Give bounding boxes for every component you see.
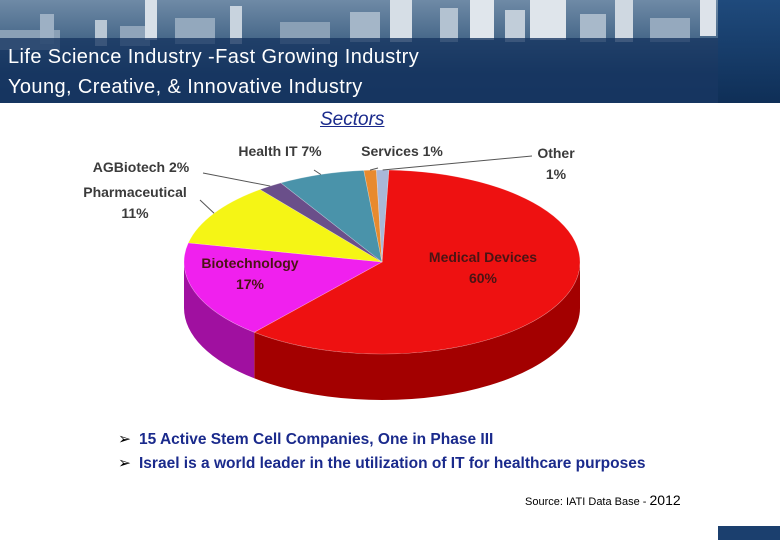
footer-bar	[718, 526, 780, 540]
chart-title: Sectors	[320, 109, 385, 130]
slide-title-line-1: Life Science Industry -Fast Growing Indu…	[8, 46, 420, 68]
pie-slice-medical-devices	[253, 169, 581, 355]
leader-line-pharmaceutical	[199, 199, 215, 214]
slice-label-agbiotech: AGBiotech 2%	[93, 159, 190, 175]
arrow-bullet-icon: ➢	[118, 455, 131, 472]
pie-slice-services	[363, 169, 383, 263]
corner-decoration	[718, 0, 780, 103]
slice-percent-medical-devices: 60%	[469, 270, 498, 286]
source-note: Source: IATI Data Base - 2012	[525, 492, 681, 508]
slice-label-pharmaceutical: Pharmaceutical	[83, 184, 187, 200]
bullet-item: ➢ Israel is a world leader in the utiliza…	[118, 452, 645, 476]
slice-percent-other: 1%	[546, 166, 567, 182]
header-banner: Life Science Industry -Fast Growing Indu…	[0, 0, 780, 103]
slice-label-biotechnology: Biotechnology	[201, 255, 298, 271]
bullet-list: ➢ 15 Active Stem Cell Companies, One in P…	[118, 428, 645, 476]
pie-slice-other	[376, 169, 390, 263]
source-text: Source: IATI Data Base -	[525, 496, 650, 508]
title-strip	[0, 38, 780, 103]
pie-slice-side-biotechnology	[184, 262, 255, 379]
slice-percent-pharmaceutical: 11%	[121, 205, 149, 221]
slice-label-medical-devices: Medical Devices	[429, 249, 537, 265]
slice-label-services: Services 1%	[361, 143, 443, 159]
bullet-text: 15 Active Stem Cell Companies, One in Ph…	[139, 431, 494, 448]
bullet-item: ➢ 15 Active Stem Cell Companies, One in P…	[118, 428, 645, 452]
pie-slice-side-medical-devices	[254, 262, 580, 400]
slice-label-health-it: Health IT 7%	[238, 143, 322, 159]
slice-percent-biotechnology: 17%	[236, 276, 265, 292]
pie-slice-pharmaceutical	[187, 189, 383, 263]
leader-line-other	[382, 155, 533, 171]
leader-line-health-it	[313, 169, 322, 175]
leader-line-agbiotech	[202, 172, 271, 187]
bullet-text: Israel is a world leader in the utilizat…	[139, 455, 646, 472]
source-year: 2012	[649, 492, 681, 508]
pie-slice-biotechnology	[183, 242, 383, 333]
arrow-bullet-icon: ➢	[118, 431, 131, 448]
leader-line-services	[369, 167, 379, 171]
slide-title-line-2: Young, Creative, & Innovative Industry	[8, 76, 363, 98]
slice-label-other: Other	[537, 145, 575, 161]
